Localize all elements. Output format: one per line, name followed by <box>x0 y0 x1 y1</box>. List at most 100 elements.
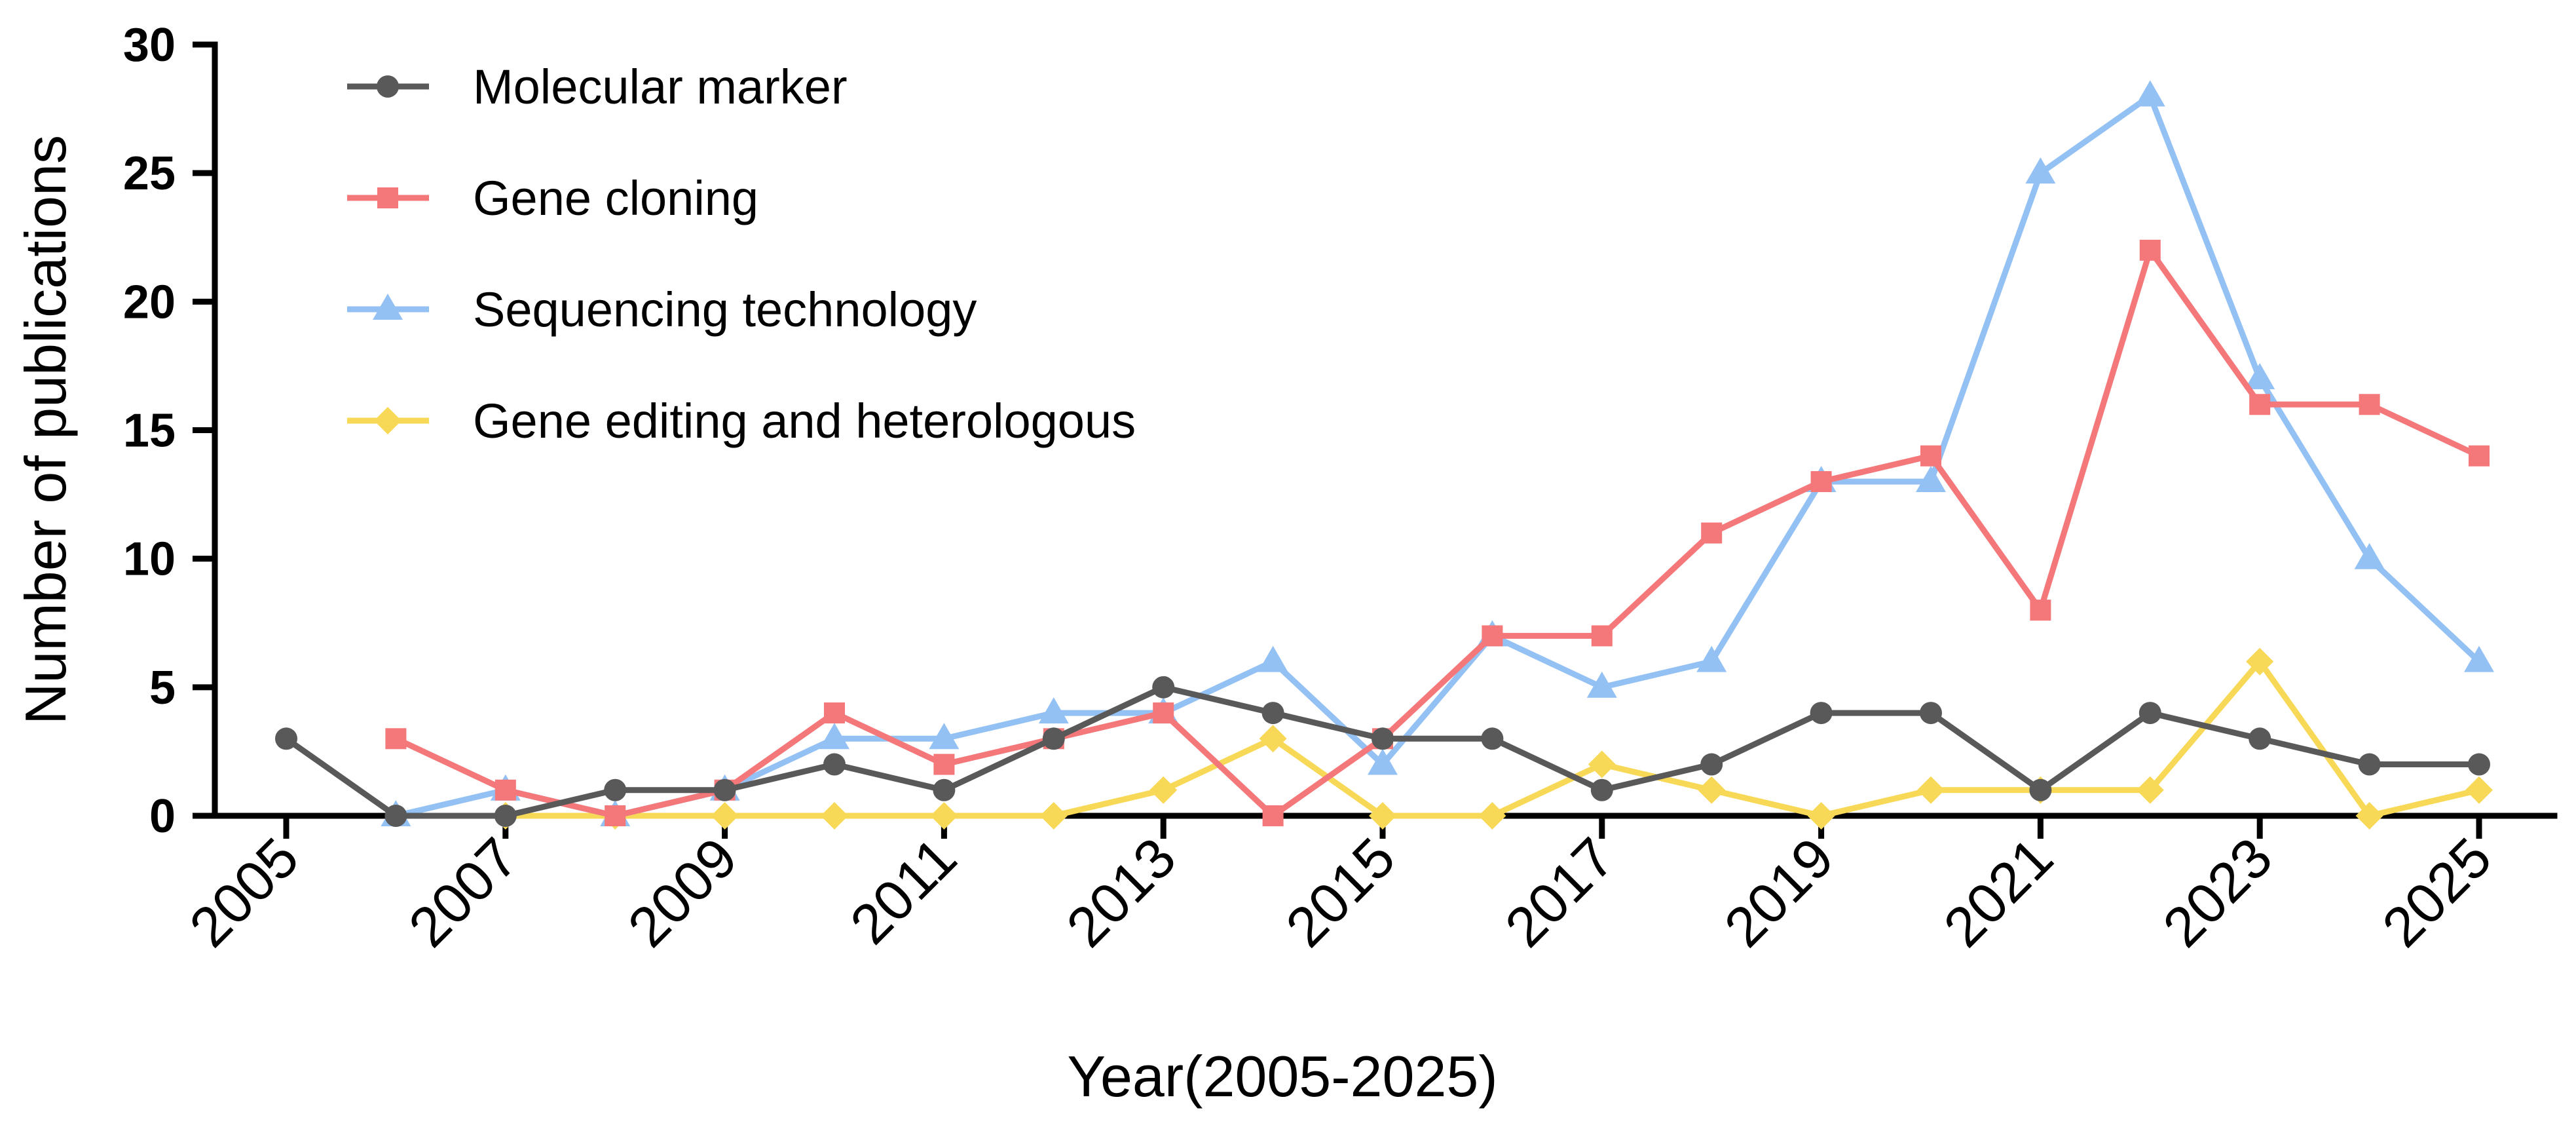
y-tick-label-5: 5 <box>149 662 176 714</box>
point-molecular-marker-2015 <box>1372 727 1394 750</box>
x-tick-label-2017: 2017 <box>1493 826 1626 959</box>
point-gene-cloning-2020 <box>1920 445 1941 467</box>
point-molecular-marker-2008 <box>604 778 627 801</box>
point-gene-cloning-2010 <box>824 702 845 724</box>
point-molecular-marker-2005 <box>275 727 297 750</box>
series-layer <box>275 80 2494 830</box>
point-gene-editing-and-heterologous-2024 <box>2355 802 2383 830</box>
point-sequencing-technology-2021 <box>2025 157 2056 184</box>
x-tick-label-2025: 2025 <box>2370 826 2503 959</box>
point-molecular-marker-2014 <box>1261 702 1284 725</box>
point-gene-editing-and-heterologous-2014 <box>1259 725 1287 753</box>
point-sequencing-technology-2010 <box>819 723 849 750</box>
point-molecular-marker-2018 <box>1700 753 1723 776</box>
point-gene-cloning-2021 <box>2030 600 2051 621</box>
point-sequencing-technology-2018 <box>1696 645 1727 672</box>
series-molecular-marker <box>275 676 2490 827</box>
legend-item-gene-editing-and-heterologous: Gene editing and heterologous <box>347 394 1136 448</box>
point-molecular-marker-2025 <box>2468 753 2490 776</box>
point-molecular-marker-2013 <box>1152 676 1175 698</box>
point-gene-editing-and-heterologous-2018 <box>1698 776 1726 804</box>
point-gene-cloning-2019 <box>1810 470 1832 492</box>
point-molecular-marker-2006 <box>384 805 407 827</box>
point-molecular-marker-2017 <box>1590 778 1613 801</box>
legend-item-molecular-marker: Molecular marker <box>347 60 848 114</box>
legend: Molecular marker Gene cloning Sequencing t… <box>347 60 1136 448</box>
x-axis-title: Year(2005-2025) <box>1067 1044 1497 1109</box>
point-gene-cloning-2007 <box>495 779 516 801</box>
y-tick-label-10: 10 <box>123 533 176 586</box>
point-sequencing-technology-2023 <box>2245 363 2275 390</box>
legend-marker-gene-cloning <box>377 187 398 208</box>
point-gene-cloning-2014 <box>1262 805 1284 826</box>
legend-marker-sequencing-technology <box>373 294 403 320</box>
point-gene-editing-and-heterologous-2015 <box>1369 802 1396 830</box>
point-gene-cloning-2006 <box>385 728 407 750</box>
y-tick-label-25: 25 <box>123 147 176 200</box>
legend-label-molecular-marker: Molecular marker <box>473 60 848 114</box>
point-sequencing-technology-2025 <box>2464 645 2494 672</box>
point-sequencing-technology-2015 <box>1368 748 1398 775</box>
point-molecular-marker-2023 <box>2249 727 2271 750</box>
point-gene-cloning-2023 <box>2249 394 2271 415</box>
y-tick-label-15: 15 <box>123 405 176 457</box>
point-sequencing-technology-2017 <box>1586 671 1617 698</box>
point-gene-editing-and-heterologous-2019 <box>1807 802 1835 830</box>
point-gene-cloning-2018 <box>1701 522 1723 544</box>
point-gene-editing-and-heterologous-2013 <box>1149 776 1178 804</box>
point-gene-editing-and-heterologous-2022 <box>2136 776 2164 804</box>
x-tick-label-2011: 2011 <box>838 826 969 957</box>
legend-marker-gene-editing-and-heterologous <box>374 407 401 434</box>
y-ticks: 0 5 10 15 20 25 30 <box>123 19 215 843</box>
x-tick-label-2007: 2007 <box>397 826 530 959</box>
point-gene-editing-and-heterologous-2009 <box>711 802 739 830</box>
x-tick-label-2019: 2019 <box>1713 826 1846 959</box>
point-molecular-marker-2011 <box>933 778 956 801</box>
y-tick-label-20: 20 <box>123 276 176 328</box>
point-sequencing-technology-2020 <box>1916 465 1946 492</box>
point-gene-cloning-2013 <box>1153 702 1174 724</box>
point-gene-editing-and-heterologous-2011 <box>930 802 958 830</box>
point-sequencing-technology-2024 <box>2354 543 2385 569</box>
point-molecular-marker-2020 <box>1920 702 1942 725</box>
legend-label-gene-cloning: Gene cloning <box>473 171 758 225</box>
point-gene-cloning-2017 <box>1591 625 1613 647</box>
point-gene-editing-and-heterologous-2017 <box>1588 750 1616 778</box>
point-molecular-marker-2021 <box>2029 778 2052 801</box>
point-sequencing-technology-2012 <box>1038 697 1069 724</box>
point-molecular-marker-2019 <box>1810 702 1833 725</box>
point-gene-cloning-2022 <box>2139 239 2161 261</box>
point-gene-cloning-2011 <box>933 754 955 775</box>
point-gene-cloning-2008 <box>605 805 626 826</box>
point-gene-cloning-2024 <box>2359 394 2380 415</box>
x-ticks: 2005 2007 2009 2011 2013 2015 2017 2019 2021 2023… <box>177 816 2503 959</box>
y-tick-label-0: 0 <box>149 790 176 843</box>
point-molecular-marker-2022 <box>2138 702 2161 725</box>
point-molecular-marker-2007 <box>494 805 517 827</box>
y-tick-label-30: 30 <box>123 19 176 71</box>
legend-marker-molecular-marker <box>377 75 399 98</box>
legend-item-gene-cloning: Gene cloning <box>347 171 758 225</box>
series-line-sequencing-technology <box>392 92 2482 819</box>
legend-item-sequencing-technology: Sequencing technology <box>347 282 977 337</box>
x-tick-label-2021: 2021 <box>1932 826 2065 959</box>
x-tick-label-2013: 2013 <box>1055 826 1187 959</box>
point-molecular-marker-2012 <box>1042 727 1065 750</box>
point-molecular-marker-2010 <box>823 753 846 776</box>
point-gene-editing-and-heterologous-2025 <box>2465 776 2493 804</box>
point-sequencing-technology-2014 <box>1258 645 1288 672</box>
point-molecular-marker-2016 <box>1481 727 1504 750</box>
point-gene-editing-and-heterologous-2012 <box>1039 802 1068 830</box>
x-tick-label-2023: 2023 <box>2151 826 2284 959</box>
point-gene-editing-and-heterologous-2020 <box>1917 776 1945 804</box>
y-axis-title: Number of publications <box>13 135 78 725</box>
point-gene-editing-and-heterologous-2023 <box>2246 647 2274 676</box>
point-gene-editing-and-heterologous-2016 <box>1478 802 1506 830</box>
point-molecular-marker-2024 <box>2358 753 2381 776</box>
point-gene-cloning-2025 <box>2469 445 2490 467</box>
point-sequencing-technology-2011 <box>929 723 960 750</box>
point-sequencing-technology-2022 <box>2135 80 2165 107</box>
x-tick-label-2005: 2005 <box>177 826 310 959</box>
legend-label-gene-editing-and-heterologous: Gene editing and heterologous <box>473 394 1136 448</box>
